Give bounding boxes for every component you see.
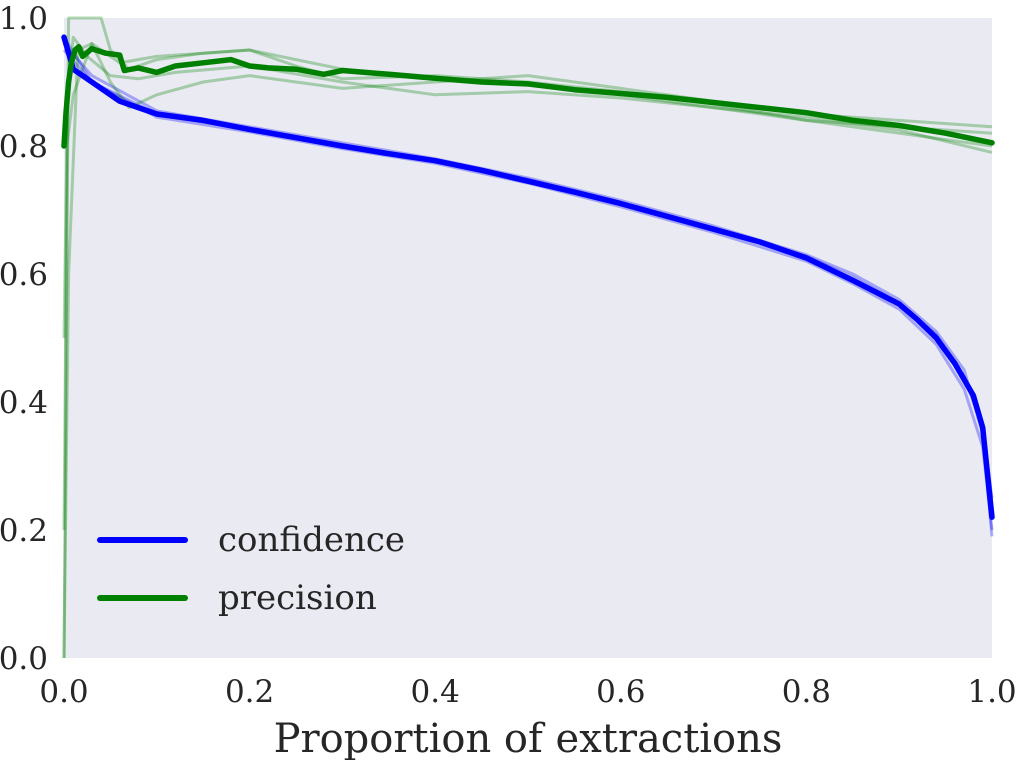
x-tick-label: 0.6 [596, 674, 645, 710]
legend-label-precision: precision [218, 578, 377, 618]
legend: confidence precision [97, 520, 405, 618]
x-tick-label: 0.4 [411, 674, 460, 710]
y-tick-label: 0.8 [0, 129, 48, 165]
y-tick-label: 1.0 [0, 1, 48, 37]
y-tick-label: 0.0 [0, 641, 48, 677]
x-axis-label: Proportion of extractions [274, 716, 783, 760]
series-confidence-line [61, 34, 995, 520]
series-precision-run-2 [62, 42, 993, 339]
series-precision-run-1 [62, 16, 993, 659]
x-tick-label: 1.0 [967, 674, 1016, 710]
legend-label-confidence: confidence [218, 520, 405, 560]
x-tick-label: 0.8 [782, 674, 831, 710]
series-main [61, 34, 995, 520]
y-tick-label: 0.2 [0, 513, 48, 549]
y-tick-label: 0.6 [0, 257, 48, 293]
series-precision-line [61, 44, 995, 149]
series-confidence-run-2 [62, 36, 994, 531]
x-tick-label: 0.2 [225, 674, 274, 710]
plot-area [64, 18, 992, 658]
y-tick-label: 0.4 [0, 385, 48, 421]
x-tick-label: 0.0 [39, 674, 88, 710]
y-axis-ticks: 0.0 0.2 0.4 0.6 0.8 1.0 [0, 1, 48, 677]
x-axis-ticks: 0.0 0.2 0.4 0.6 0.8 1.0 [39, 674, 1016, 710]
